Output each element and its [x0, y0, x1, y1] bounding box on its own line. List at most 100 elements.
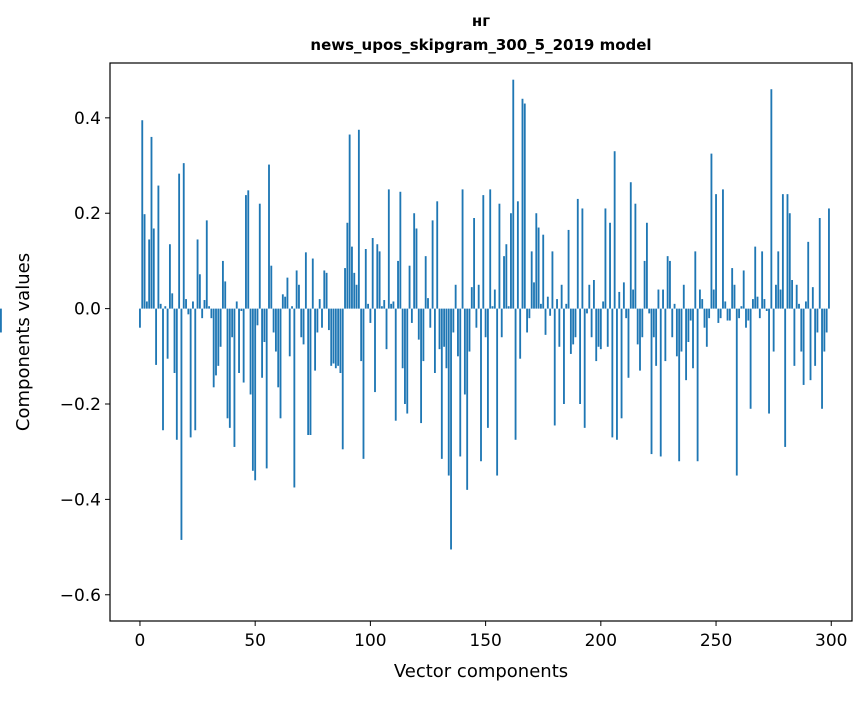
bar: [270, 265, 273, 309]
bar: [560, 284, 563, 309]
bar: [0, 308, 2, 333]
bar: [175, 308, 178, 440]
x-tick-label: 250: [700, 631, 732, 651]
bar: [643, 260, 646, 309]
bar: [263, 308, 266, 342]
bar: [226, 308, 229, 419]
bar: [201, 308, 204, 319]
bar: [427, 298, 429, 309]
bar: [463, 308, 466, 395]
bar: [461, 189, 464, 309]
bar: [715, 194, 717, 309]
y-tick-label: −0.2: [60, 395, 101, 415]
bar: [696, 308, 699, 462]
bar: [579, 308, 582, 404]
x-tick-label: 100: [354, 631, 386, 651]
x-tick-label: 50: [244, 631, 266, 651]
bar: [380, 306, 383, 309]
bar: [429, 308, 432, 328]
bar: [378, 251, 381, 309]
bar: [309, 308, 312, 435]
bar: [544, 308, 547, 335]
bar: [332, 308, 335, 364]
bar: [261, 308, 264, 378]
bar: [788, 213, 791, 309]
bar: [233, 308, 236, 447]
bar: [166, 308, 169, 359]
bar: [539, 303, 542, 309]
bar: [162, 308, 164, 431]
axes-frame: [109, 62, 853, 622]
bar: [537, 227, 540, 309]
bar: [802, 308, 805, 385]
bar: [491, 306, 494, 309]
bar: [436, 201, 439, 309]
bar: [708, 308, 711, 319]
bar: [445, 308, 448, 369]
bar: [592, 280, 595, 309]
bar: [576, 198, 579, 309]
bar: [452, 308, 455, 333]
bar: [314, 308, 317, 371]
bar: [733, 284, 736, 309]
bar: [401, 308, 404, 369]
bar: [768, 308, 770, 414]
bar: [719, 308, 722, 319]
bar: [272, 308, 275, 333]
bar: [468, 308, 471, 352]
bar: [823, 308, 826, 352]
y-tick-label: −0.4: [60, 490, 101, 510]
bar: [558, 308, 561, 347]
bar: [291, 306, 293, 309]
x-tick-label: 0: [135, 631, 146, 651]
bar: [323, 270, 326, 309]
bar: [811, 287, 814, 309]
bar: [611, 308, 614, 438]
bar: [431, 220, 434, 309]
bar: [413, 213, 416, 309]
bar: [298, 284, 300, 309]
bar: [424, 256, 427, 309]
bar: [825, 308, 828, 333]
bar: [327, 308, 330, 331]
bar: [438, 308, 441, 350]
bar: [726, 308, 729, 321]
bar: [249, 308, 252, 395]
bar: [556, 299, 558, 309]
bar: [636, 308, 639, 345]
bar: [597, 308, 600, 347]
bar: [245, 195, 247, 309]
bar: [404, 308, 406, 404]
bar: [447, 308, 450, 476]
bar: [383, 300, 386, 309]
bar: [157, 185, 160, 309]
bar: [604, 208, 607, 309]
bar: [588, 284, 591, 309]
bar: [722, 189, 724, 309]
bar: [302, 308, 305, 345]
bar: [574, 308, 577, 338]
bar: [268, 164, 270, 309]
bar: [791, 280, 794, 309]
bar: [422, 308, 425, 362]
bar: [198, 274, 201, 309]
bar: [772, 308, 775, 352]
bar: [473, 218, 476, 309]
bar: [590, 308, 593, 338]
bar: [281, 294, 284, 309]
bar: [417, 308, 420, 340]
bar: [666, 256, 669, 309]
bar: [178, 173, 181, 309]
bar: [228, 308, 231, 428]
bar: [274, 308, 277, 352]
bar: [240, 308, 243, 311]
bar: [238, 308, 240, 373]
bar: [528, 308, 531, 319]
bar: [192, 301, 194, 309]
bar-series: [0, 79, 830, 550]
bar: [496, 308, 499, 476]
bar: [648, 308, 651, 314]
x-axis-label: Vector components: [394, 661, 568, 682]
bar: [231, 308, 234, 338]
bar: [751, 299, 754, 309]
